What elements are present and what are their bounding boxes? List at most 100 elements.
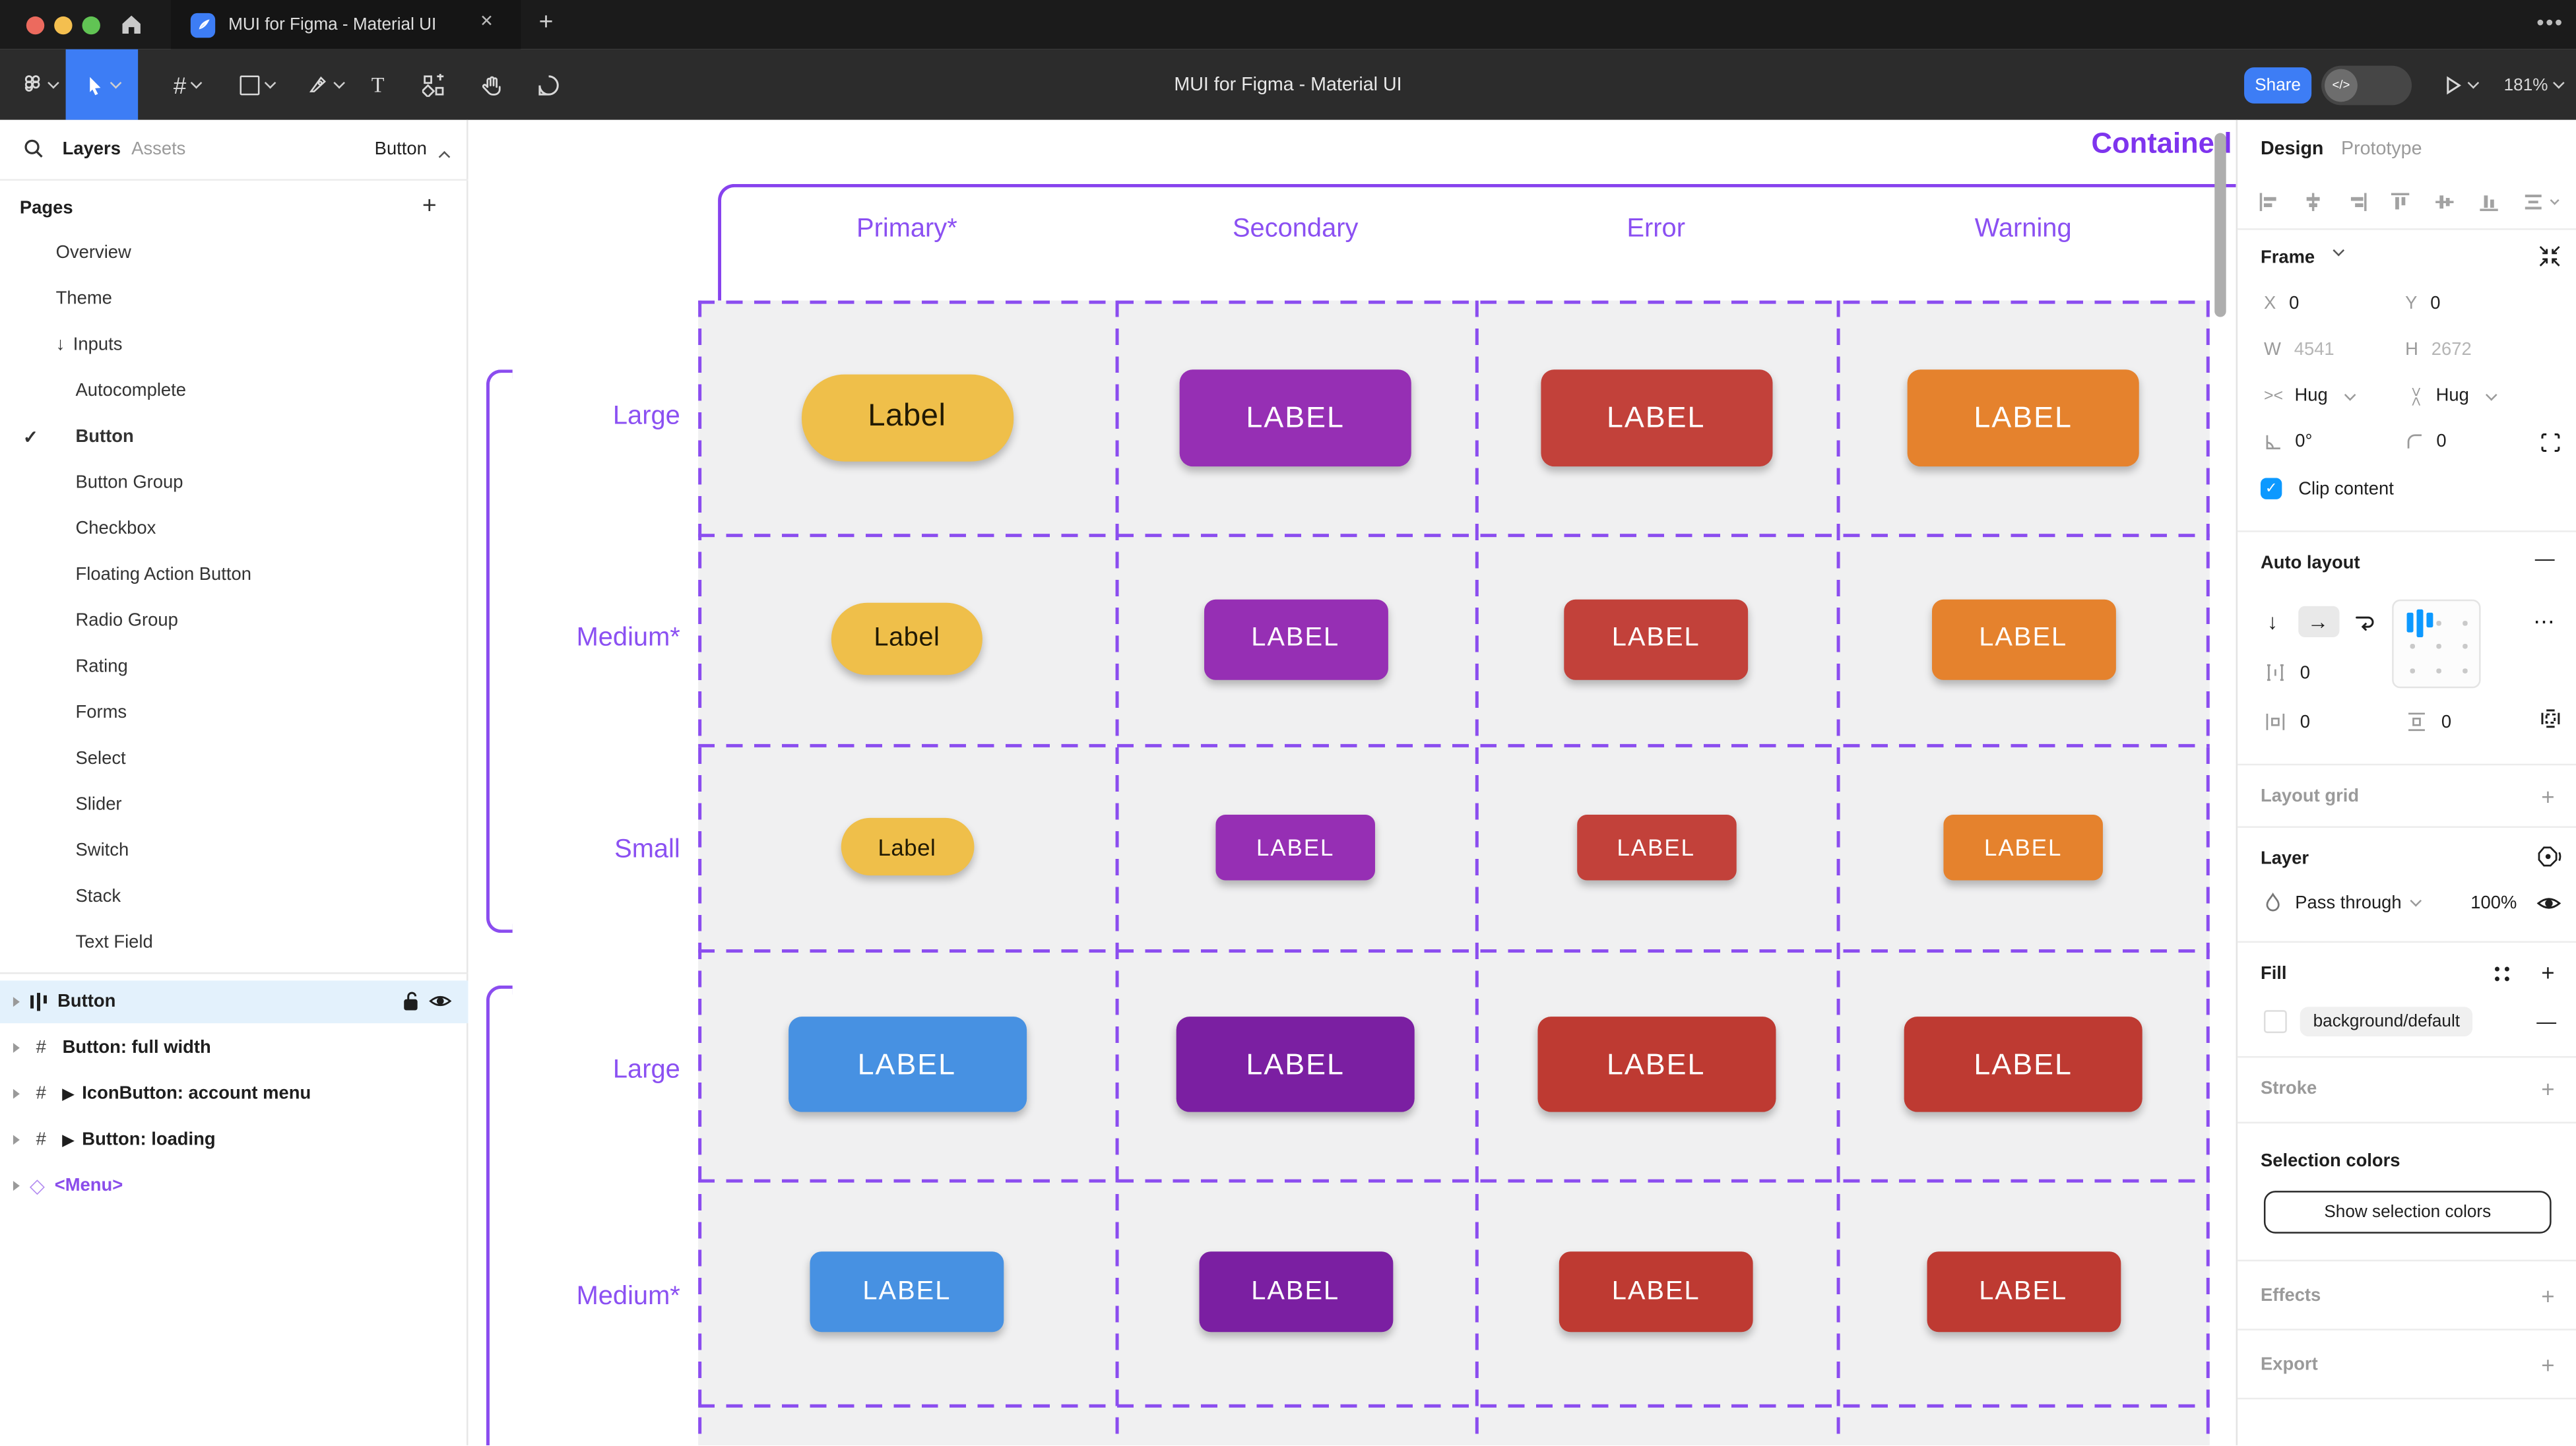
align-v-center-icon[interactable] <box>2433 191 2457 214</box>
page-selector[interactable]: Button <box>374 139 427 160</box>
button-sample-warning-large-alt[interactable]: LABEL <box>1904 1017 2142 1112</box>
independent-corners-icon[interactable] <box>2540 432 2561 453</box>
comment-tool-icon[interactable] <box>523 49 575 120</box>
button-sample-primary-large-alt[interactable]: LABEL <box>787 1017 1026 1112</box>
active-file-tab[interactable]: MUI for Figma - Material UI <box>170 0 521 49</box>
sidebar-page-rating[interactable]: Rating <box>75 656 128 677</box>
corner-radius-field[interactable]: 0 <box>2405 432 2447 452</box>
frame-title[interactable]: Contained <box>2091 126 2232 160</box>
add-effect-icon[interactable]: + <box>2541 1282 2555 1309</box>
sidebar-page-checkbox[interactable]: Checkbox <box>75 519 156 539</box>
disclosure-icon[interactable] <box>13 1181 20 1191</box>
canvas[interactable]: Contained Primary* Secondary Error Warni… <box>468 119 2236 1446</box>
button-sample-primary-medium[interactable]: Label <box>831 602 982 676</box>
remove-auto-layout-icon[interactable]: — <box>2534 547 2555 570</box>
sidebar-page-select[interactable]: Select <box>75 749 126 769</box>
traffic-light-minimize[interactable] <box>54 15 73 34</box>
collapse-icon[interactable] <box>2538 245 2561 268</box>
h-resizing-field[interactable]: >< Hug <box>2264 386 2356 406</box>
layer-row-button-loading[interactable]: # ▶ Button: loading <box>0 1119 468 1162</box>
search-icon[interactable] <box>23 138 44 159</box>
layer-visibility-eye-icon[interactable] <box>2536 893 2561 913</box>
resources-tool-icon[interactable] <box>407 49 460 120</box>
blend-mode-row[interactable]: Pass through 100% <box>2264 892 2556 913</box>
sidebar-page-fab[interactable]: Floating Action Button <box>75 565 251 585</box>
sidebar-page-overview[interactable]: Overview <box>55 243 131 263</box>
remove-fill-icon[interactable]: — <box>2536 1010 2557 1034</box>
tab-close-icon[interactable]: ✕ <box>480 13 494 32</box>
button-sample-warning-medium[interactable]: LABEL <box>1931 598 2115 679</box>
tab-layers[interactable]: Layers <box>62 139 121 160</box>
auto-layout-more-icon[interactable]: ⋯ <box>2533 609 2557 635</box>
text-tool-icon[interactable]: T <box>371 71 385 96</box>
dev-mode-toggle[interactable]: </> <box>2321 65 2412 105</box>
button-sample-secondary-large[interactable]: LABEL <box>1179 368 1411 466</box>
show-selection-colors-button[interactable]: Show selection colors <box>2263 1191 2552 1234</box>
layer-row-button-selected[interactable]: Button <box>0 980 468 1024</box>
align-h-center-icon[interactable] <box>2302 191 2325 214</box>
home-icon[interactable] <box>118 11 145 38</box>
styles-icon[interactable] <box>2492 964 2512 984</box>
sidebar-page-forms[interactable]: Forms <box>75 703 127 723</box>
add-export-icon[interactable]: + <box>2541 1352 2555 1378</box>
gap-field[interactable]: 0 <box>2264 662 2310 683</box>
zoom-menu[interactable]: 181% <box>2497 49 2569 120</box>
direction-right-icon-selected[interactable]: → <box>2297 606 2339 638</box>
traffic-light-zoom[interactable] <box>82 15 100 34</box>
traffic-light-close[interactable] <box>26 15 45 34</box>
width-field[interactable]: W 4541 <box>2263 340 2334 360</box>
align-top-icon[interactable] <box>2389 191 2412 214</box>
sidebar-page-text-field[interactable]: Text Field <box>75 933 153 953</box>
tab-prototype[interactable]: Prototype <box>2340 139 2422 160</box>
frame-tool-icon[interactable]: # <box>158 49 217 120</box>
align-left-icon[interactable] <box>2257 191 2280 214</box>
canvas-scrollbar[interactable] <box>2214 133 2226 317</box>
tab-design[interactable]: Design <box>2260 139 2324 160</box>
rotation-field[interactable]: 0° <box>2264 432 2312 452</box>
share-button[interactable]: Share <box>2244 66 2312 103</box>
visibility-eye-icon[interactable] <box>429 992 452 1010</box>
button-sample-secondary-medium-alt[interactable]: LABEL <box>1198 1251 1393 1333</box>
sidebar-page-switch[interactable]: Switch <box>75 840 129 861</box>
button-sample-secondary-small[interactable]: LABEL <box>1215 813 1375 880</box>
disclosure-icon[interactable] <box>13 997 20 1007</box>
clip-content-checkbox[interactable]: ✓ <box>2260 478 2282 499</box>
button-sample-warning-small[interactable]: LABEL <box>1943 813 2103 880</box>
layer-row-menu-instance[interactable]: ◇ <Menu> <box>0 1164 468 1207</box>
shape-tool-icon[interactable] <box>227 49 286 120</box>
blend-mask-icon[interactable] <box>2536 844 2561 869</box>
clip-content-row[interactable]: ✓ Clip content <box>2260 478 2394 499</box>
button-sample-error-medium[interactable]: LABEL <box>1564 598 1749 679</box>
fill-style-chip[interactable]: background/default <box>2300 1007 2473 1037</box>
button-sample-secondary-large-alt[interactable]: LABEL <box>1176 1017 1415 1112</box>
v-resizing-field[interactable]: >< Hug <box>2405 386 2497 406</box>
button-sample-primary-medium-alt[interactable]: LABEL <box>810 1251 1004 1333</box>
button-sample-error-large[interactable]: LABEL <box>1540 368 1772 466</box>
button-sample-error-small[interactable]: LABEL <box>1576 813 1736 880</box>
fill-color-swatch[interactable] <box>2263 1010 2287 1034</box>
align-right-icon[interactable] <box>2346 191 2369 214</box>
sidebar-page-inputs[interactable]: ↓ Inputs <box>55 334 123 355</box>
sidebar-page-button-group[interactable]: Button Group <box>75 473 183 493</box>
present-button[interactable] <box>2435 49 2484 120</box>
button-sample-primary-large[interactable]: Label <box>800 373 1013 461</box>
distribute-icon[interactable] <box>2522 191 2560 214</box>
height-field[interactable]: H 2672 <box>2405 340 2472 360</box>
button-sample-error-medium-alt[interactable]: LABEL <box>1559 1251 1753 1333</box>
wrap-icon[interactable] <box>2352 610 2376 633</box>
fill-row[interactable]: background/default — <box>2263 1007 2557 1037</box>
sidebar-page-button-current[interactable]: ✓ Button <box>22 427 134 448</box>
disclosure-icon[interactable] <box>13 1135 20 1145</box>
button-sample-warning-large[interactable]: LABEL <box>1907 368 2139 466</box>
frame-section-header[interactable]: Frame <box>2260 247 2315 268</box>
disclosure-icon[interactable] <box>13 1043 20 1053</box>
disclosure-icon[interactable] <box>13 1088 20 1099</box>
sidebar-page-stack[interactable]: Stack <box>75 887 121 907</box>
sidebar-page-radio-group[interactable]: Radio Group <box>75 611 178 631</box>
tab-assets[interactable]: Assets <box>131 139 186 160</box>
button-sample-primary-small[interactable]: Label <box>840 817 974 876</box>
move-tool-selected[interactable] <box>65 49 139 120</box>
padding-h-field[interactable]: 0 <box>2264 711 2310 732</box>
